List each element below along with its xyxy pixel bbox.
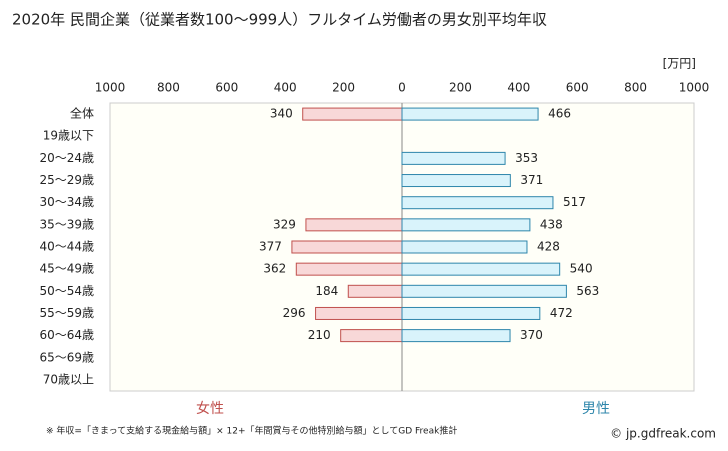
bar xyxy=(401,107,539,121)
bar xyxy=(347,284,403,298)
legend-entry: 女性 xyxy=(196,400,224,417)
value-label: 296 xyxy=(283,306,306,320)
x-tick-label: 1000 xyxy=(679,81,710,95)
value-label: 184 xyxy=(315,284,338,298)
footnote: ※ 年収=「きまって支給する現金給与額」× 12+「年間賞与その他特別給与額」と… xyxy=(46,425,457,437)
unit-label: [万円] xyxy=(663,57,696,71)
y-tick-label: 19歳以下 xyxy=(43,129,94,143)
value-label: 540 xyxy=(570,262,593,276)
y-tick-label: 50～54歳 xyxy=(39,284,94,298)
bar xyxy=(401,218,531,232)
bar xyxy=(401,262,561,276)
chart-title: 2020年 民間企業（従業者数100～999人）フルタイム労働者の男女別平均年収 xyxy=(12,11,547,29)
bar xyxy=(305,218,403,232)
bar xyxy=(401,151,506,165)
value-label: 371 xyxy=(520,173,543,187)
bar xyxy=(295,262,403,276)
y-tick-label: 35～39歳 xyxy=(39,217,94,231)
bar xyxy=(401,284,567,298)
y-tick-label: 70歳以上 xyxy=(43,372,94,386)
y-tick-label: 55～59歳 xyxy=(39,306,94,320)
x-tick-label: 200 xyxy=(332,81,355,95)
value-label: 210 xyxy=(308,328,331,342)
y-tick-label: 45～49歳 xyxy=(39,262,94,276)
x-tick-label: 800 xyxy=(624,81,647,95)
legend-entry: 男性 xyxy=(582,401,610,417)
value-label: 466 xyxy=(548,107,571,121)
x-tick-label: 1000 xyxy=(95,81,126,95)
value-label: 329 xyxy=(273,217,296,231)
x-tick-label: 0 xyxy=(398,81,406,95)
y-tick-label: 60～64歳 xyxy=(39,328,94,342)
x-tick-label: 600 xyxy=(566,81,589,95)
y-tick-label: 全体 xyxy=(70,106,94,121)
value-label: 353 xyxy=(515,151,538,165)
value-label: 340 xyxy=(270,107,293,121)
bar xyxy=(302,107,403,121)
value-label: 438 xyxy=(540,217,563,231)
x-tick-label: 800 xyxy=(157,81,180,95)
x-tick-label: 400 xyxy=(507,81,530,95)
value-label: 370 xyxy=(520,328,543,342)
value-label: 517 xyxy=(563,195,586,209)
y-tick-label: 40～44歳 xyxy=(39,240,94,254)
y-tick-label: 25～29歳 xyxy=(39,173,94,187)
value-label: 428 xyxy=(537,240,560,254)
x-tick-label: 200 xyxy=(449,81,472,95)
value-label: 377 xyxy=(259,240,282,254)
bar xyxy=(401,196,554,210)
y-tick-label: 30～34歳 xyxy=(39,195,94,209)
credit: © jp.gdfreak.com xyxy=(610,427,716,441)
y-tick-label: 65～69歳 xyxy=(39,350,94,364)
bar xyxy=(401,174,511,188)
bar xyxy=(291,240,403,254)
bar xyxy=(315,306,403,320)
bar xyxy=(340,329,403,343)
y-tick-label: 20～24歳 xyxy=(39,151,94,165)
x-tick-label: 400 xyxy=(274,81,297,95)
value-label: 472 xyxy=(550,306,573,320)
x-tick-label: 600 xyxy=(215,81,238,95)
bar xyxy=(401,306,541,320)
bar xyxy=(401,240,528,254)
value-label: 362 xyxy=(263,262,286,276)
bar xyxy=(401,329,511,343)
value-label: 563 xyxy=(576,284,599,298)
